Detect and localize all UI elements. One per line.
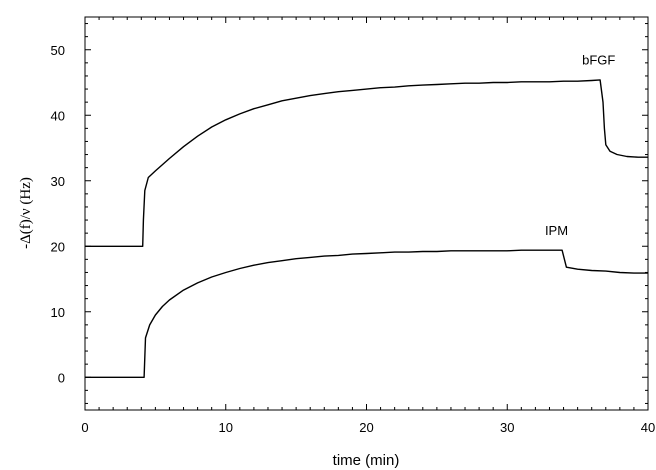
x-tick-label: 30 <box>500 420 514 435</box>
series-lines <box>85 79 648 378</box>
series-label-bfgf: bFGF <box>582 53 615 68</box>
y-axis-title: -Δ(f)/ν (Hz) <box>18 177 34 249</box>
y-tick-label: 50 <box>51 43 65 58</box>
series-label-ipm: IPM <box>545 223 568 238</box>
x-tick-label: 40 <box>641 420 655 435</box>
x-tick-label: 10 <box>219 420 233 435</box>
series-line-bfgf <box>85 79 648 247</box>
y-axis: 0 10 20 30 40 50 <box>51 23 648 404</box>
y-tick-label: 20 <box>51 239 65 254</box>
x-tick-label: 20 <box>359 420 373 435</box>
plot-area-border <box>84 16 649 411</box>
x-axis-title: time (min) <box>333 452 400 469</box>
y-tick-label: 0 <box>58 370 65 385</box>
plot-frame <box>84 16 649 411</box>
y-tick-label: 30 <box>51 174 65 189</box>
x-axis: 0 10 20 30 40 <box>81 17 655 435</box>
y-tick-label: 10 <box>51 305 65 320</box>
y-tick-label: 40 <box>51 108 65 123</box>
x-tick-label: 0 <box>81 420 88 435</box>
series-labels: bFGF IPM <box>545 53 615 238</box>
series-line-ipm <box>85 249 648 378</box>
